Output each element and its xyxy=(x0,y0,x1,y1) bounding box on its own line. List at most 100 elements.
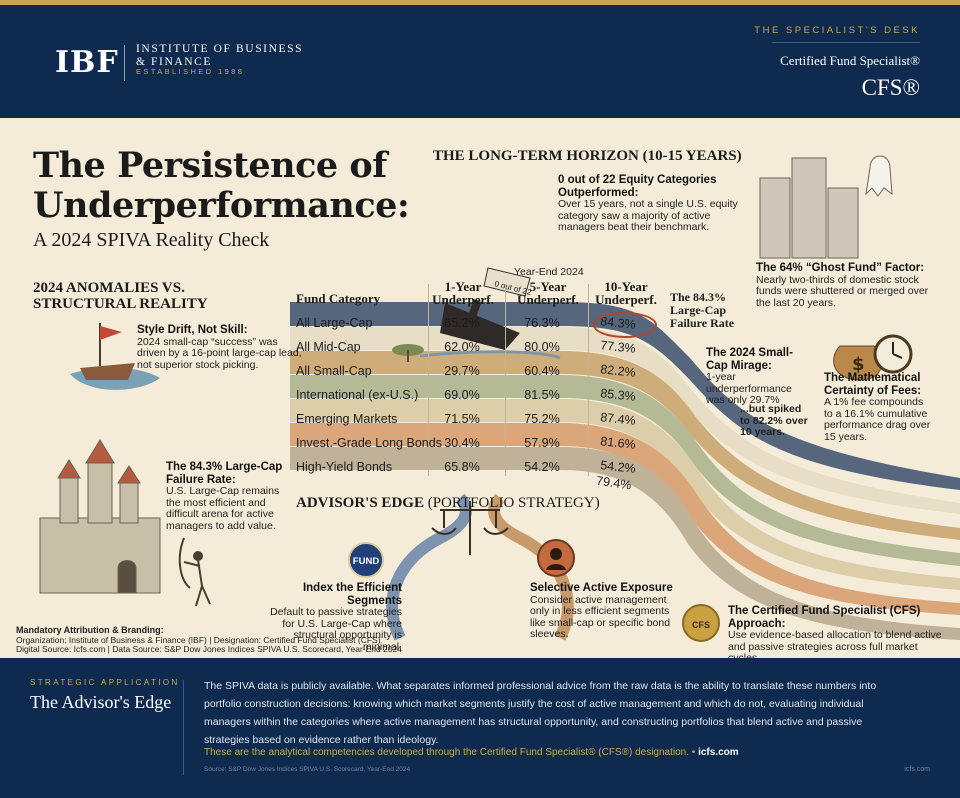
table-cell-category: All Small-Cap xyxy=(296,364,372,378)
table-divider xyxy=(588,284,589,476)
buildings-icon xyxy=(759,155,893,259)
fees-body: A 1% fee compounds to a 16.1% cumulative… xyxy=(824,396,931,443)
ghost-fund-note: The 64% “Ghost Fund” Factor: Nearly two-… xyxy=(756,262,936,309)
table-cell-10y: 85.3% xyxy=(599,386,637,404)
table-cell-1y: 29.7% xyxy=(444,364,480,378)
small-cap-mirage-title: The 2024 Small-Cap Mirage: xyxy=(706,347,793,372)
table-cell-5y: 60.4% xyxy=(524,364,560,378)
table-divider xyxy=(505,284,506,476)
long-term-note-body: Over 15 years, not a single U.S. equity … xyxy=(558,198,738,233)
footer-source: Source: S&P Dow Jones Indices SPIVA U.S.… xyxy=(204,766,411,773)
table-cell-1y: 30.4% xyxy=(444,436,480,450)
desk-label: THE SPECIALIST'S DESK xyxy=(754,25,920,36)
table-cell-1y: 69.0% xyxy=(444,388,480,402)
table-cell-category: International (ex-U.S.) xyxy=(296,388,419,402)
table-cell-category: All Large-Cap xyxy=(296,316,373,330)
table-col-category: Fund Category xyxy=(296,291,381,306)
footer-title: The Advisor's Edge xyxy=(30,692,172,712)
large-cap-highlight-circle xyxy=(593,312,657,338)
attribution-title: Mandatory Attribution & Branding: xyxy=(16,625,164,635)
large-cap-castle-note: The 84.3% Large-Cap Failure Rate: U.S. L… xyxy=(166,461,284,532)
table-row: Emerging Markets 71.5% 75.2% 87.4% xyxy=(290,408,660,431)
page-subtitle: A 2024 SPIVA Reality Check xyxy=(33,229,270,251)
site-header: IBF INSTITUTE OF BUSINESS & FINANCE ESTA… xyxy=(0,5,960,118)
cfs-approach-note: The Certified Fund Specialist (CFS) Appr… xyxy=(728,605,943,658)
ghost-fund-body: Nearly two-thirds of domestic stock fund… xyxy=(756,273,929,309)
index-segments-note: Index the Efficient Segments Default to … xyxy=(266,582,402,653)
attribution: Mandatory Attribution & Branding: Organi… xyxy=(16,625,416,655)
table-cell-5y: 54.2% xyxy=(524,460,560,474)
selective-active-title: Selective Active Exposure xyxy=(530,582,673,594)
designation-label: Certified Fund Specialist® xyxy=(780,53,920,68)
footer-divider xyxy=(183,680,184,775)
large-cap-castle-body: U.S. Large-Cap remains the most efficien… xyxy=(166,485,280,532)
large-cap-castle-title: The 84.3% Large-Cap Failure Rate: xyxy=(166,461,283,486)
sinking-ship-icon: 0 out of 22 xyxy=(419,267,561,360)
ibf-logo[interactable]: IBF xyxy=(55,45,119,80)
table-cell-1y: 65.8% xyxy=(444,460,480,474)
infographic: 0 out of 22 xyxy=(0,118,960,658)
attribution-line-2: Digital Source: Icfs.com | Data Source: … xyxy=(16,644,403,654)
index-segments-body: Default to passive strategies for U.S. L… xyxy=(270,606,402,653)
cfs-logo[interactable]: CFS® xyxy=(861,75,920,100)
castle-icon xyxy=(39,439,161,594)
footer-cta-link[interactable]: icfs.com xyxy=(698,747,739,758)
table-row: All Large-Cap 65.2% 76.3% 84.3% xyxy=(290,312,660,335)
table-cell-10y: 82.2% xyxy=(599,362,637,380)
ghost-fund-title: The 64% “Ghost Fund” Factor: xyxy=(756,262,925,274)
table-cell-5y: 81.5% xyxy=(524,388,560,402)
table-cell-5y: 75.2% xyxy=(524,412,560,426)
index-segments-title: Index the Efficient Segments xyxy=(302,582,402,607)
institute-name: INSTITUTE OF BUSINESS & FINANCE xyxy=(136,43,304,68)
table-row: All Mid-Cap 62.0% 80.0% 77.3% xyxy=(290,336,660,359)
table-year-end-label: Year-End 2024 xyxy=(514,266,584,278)
table-cell-1y: 65.2% xyxy=(444,316,480,330)
tree-icon xyxy=(392,344,424,362)
table-cell-5y: 76.3% xyxy=(524,316,560,330)
table-divider xyxy=(428,284,429,476)
style-drift-title: Style Drift, Not Skill: xyxy=(137,324,248,336)
table-cell-10y: 81.6% xyxy=(599,434,637,452)
page-title: The Persistence of Underperformance: xyxy=(33,145,410,226)
selective-active-note: Selective Active Exposure Consider activ… xyxy=(530,582,680,641)
table-cell-category: High-Yield Bonds xyxy=(296,460,393,474)
small-cap-mirage-note: The 2024 Small-Cap Mirage: 1-year underp… xyxy=(706,347,806,407)
fees-note: The Mathematical Certainty of Fees: A 1%… xyxy=(824,372,934,443)
cfs-approach-body: Use evidence-based allocation to blend a… xyxy=(728,629,942,658)
advisor-edge-heading-suffix: (PORTFOLIO STRATEGY) xyxy=(427,495,600,511)
table-row: International (ex-U.S.) 69.0% 81.5% 85.3% xyxy=(290,384,660,407)
table-cell-1y: 62.0% xyxy=(444,340,480,354)
advisor-edge-heading: ADVISOR'S EDGE (PORTFOLIO STRATEGY) xyxy=(296,495,600,512)
top-accent-bar xyxy=(0,0,960,5)
anomalies-heading: 2024 ANOMALIES VS. STRUCTURAL REALITY xyxy=(33,280,208,312)
infographic-illustrations: 0 out of 22 xyxy=(39,155,960,641)
style-drift-note: Style Drift, Not Skill: 2024 small-cap “… xyxy=(137,324,302,371)
table-cell-category: Invest.-Grade Long Bonds xyxy=(296,436,442,450)
logo-divider xyxy=(124,45,125,81)
table-cell-5y: 57.9% xyxy=(524,436,560,450)
table-row: All Small-Cap 29.7% 60.4% 82.2% xyxy=(290,360,660,383)
svg-text:$: $ xyxy=(852,354,865,375)
small-cap-mirage-body: 1-year underperformance was only 29.7% xyxy=(706,371,792,406)
cfs-seal-icon: CFS xyxy=(682,604,720,642)
small-cap-spike-note: ...but spiked to 82.2% over 10 years. xyxy=(740,403,808,438)
strategic-application-footer: STRATEGIC APPLICATION The Advisor's Edge… xyxy=(0,658,960,798)
table-cell-10y: 77.3% xyxy=(599,338,637,356)
table-cell-category: All Mid-Cap xyxy=(296,340,361,354)
footer-cta-text: These are the analytical competencies de… xyxy=(204,747,696,758)
table-col-10y: 10-Year Underperf. xyxy=(595,279,657,307)
footer-cta: These are the analytical competencies de… xyxy=(204,747,739,758)
table-col-1y: 1-Year Underperf. xyxy=(432,279,494,307)
long-term-heading: THE LONG-TERM HORIZON (10-15 YEARS) xyxy=(433,148,742,164)
footer-site-link[interactable]: icfs.com xyxy=(904,766,930,773)
established-label: ESTABLISHED 1988 xyxy=(136,67,245,76)
advisor-edge-heading-main: ADVISOR'S EDGE xyxy=(296,495,424,511)
archer-icon xyxy=(178,537,211,607)
table-row: High-Yield Bonds 65.8% 54.2% 54.2% xyxy=(290,456,660,479)
attribution-line-1: Organization: Institute of Business & Fi… xyxy=(16,634,381,645)
long-term-note-title: 0 out of 22 Equity Categories Outperform… xyxy=(558,174,717,199)
fund-badge: FUND xyxy=(348,542,384,578)
style-drift-body: 2024 small-cap “success” was driven by a… xyxy=(137,335,302,371)
large-cap-callout: The 84.3% Large-Cap Failure Rate xyxy=(670,290,735,330)
boat-icon xyxy=(70,323,160,390)
